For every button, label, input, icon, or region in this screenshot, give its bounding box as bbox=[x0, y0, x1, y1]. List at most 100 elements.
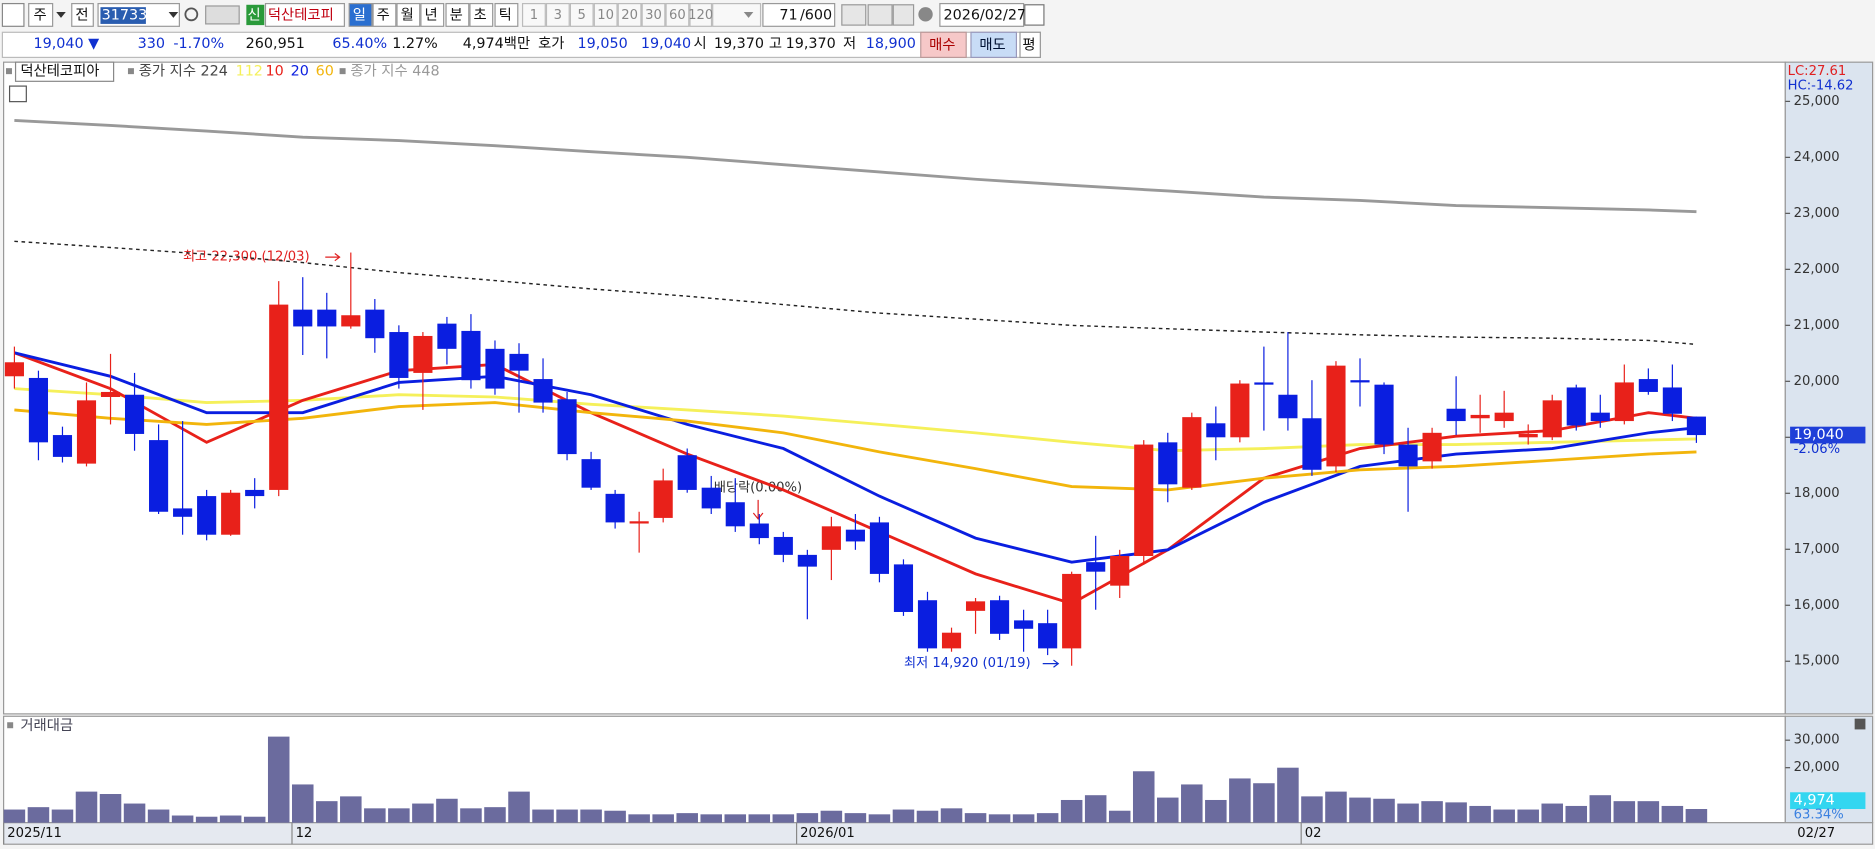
period-select[interactable] bbox=[28, 2, 54, 27]
minute-button[interactable] bbox=[545, 2, 570, 27]
volume-bar bbox=[1661, 805, 1684, 823]
sell-button[interactable] bbox=[970, 31, 1018, 58]
dropdown-arrow bbox=[56, 11, 66, 18]
minute-label: 120 bbox=[688, 8, 713, 23]
annotation-arrow bbox=[752, 499, 764, 520]
high-annotation: 최고 22,300 (12/03) bbox=[183, 249, 310, 265]
legend-entry: 20 bbox=[291, 64, 309, 80]
date-box[interactable] bbox=[939, 2, 1025, 27]
empty-select[interactable] bbox=[712, 2, 762, 27]
icon-button[interactable] bbox=[205, 5, 240, 25]
candle-body bbox=[1374, 384, 1394, 445]
all-button[interactable] bbox=[71, 2, 94, 27]
avg: 평 bbox=[1022, 36, 1035, 53]
icon-button[interactable] bbox=[841, 4, 867, 26]
volume-bar bbox=[1589, 795, 1612, 823]
minute-button[interactable] bbox=[641, 2, 666, 27]
volume-bar bbox=[1277, 767, 1299, 823]
change-pct: -1.70% bbox=[173, 36, 224, 52]
legend-entry: 종가 지수 224 bbox=[139, 63, 228, 80]
volume-bar bbox=[1181, 784, 1203, 823]
volume-bar bbox=[1565, 805, 1588, 823]
minute-button[interactable] bbox=[689, 2, 713, 27]
interval-button[interactable] bbox=[494, 2, 519, 27]
search-icon[interactable] bbox=[184, 7, 199, 22]
annotation-arrow bbox=[1042, 659, 1060, 668]
code: 317330 bbox=[102, 8, 157, 24]
interval-label: 틱 bbox=[499, 7, 512, 24]
candle-body bbox=[341, 315, 361, 327]
candle-body bbox=[1134, 444, 1154, 556]
volume-bar bbox=[724, 814, 747, 823]
volume-bar bbox=[700, 814, 722, 823]
candle-body bbox=[1110, 555, 1130, 586]
volume-bar bbox=[460, 808, 482, 823]
name-box[interactable] bbox=[264, 2, 345, 27]
candle-body bbox=[1638, 379, 1658, 392]
count-box[interactable] bbox=[762, 2, 836, 27]
legend-bullet bbox=[127, 68, 134, 75]
x-tick-label: 2025/11 bbox=[7, 826, 62, 841]
volume-bar bbox=[316, 801, 338, 823]
candle-body bbox=[1326, 365, 1346, 467]
count: 71 bbox=[779, 8, 797, 24]
minute-button[interactable] bbox=[569, 2, 594, 27]
last-date: 02/27 bbox=[1797, 826, 1835, 841]
new-button[interactable] bbox=[246, 4, 265, 26]
candle-body bbox=[437, 323, 457, 349]
minute-button[interactable] bbox=[593, 2, 618, 27]
y-tick-label: 23,000 bbox=[1794, 206, 1840, 221]
volume-bar bbox=[1108, 810, 1131, 823]
table-icon[interactable] bbox=[8, 85, 27, 103]
interval-button[interactable] bbox=[348, 2, 373, 27]
volume-bar bbox=[219, 815, 242, 823]
volume-bar bbox=[748, 814, 771, 823]
bid: 19,040 bbox=[641, 36, 691, 52]
buy-button[interactable] bbox=[920, 31, 967, 58]
candle-body bbox=[76, 400, 97, 464]
volume-bar bbox=[484, 807, 506, 823]
candle-body bbox=[1086, 562, 1106, 572]
candle-body bbox=[773, 536, 793, 555]
close-icon[interactable] bbox=[1854, 718, 1866, 730]
info-box bbox=[1, 31, 1041, 58]
icon-button[interactable] bbox=[867, 4, 893, 26]
candle-body bbox=[1614, 382, 1634, 422]
high: 19,370 bbox=[786, 36, 836, 52]
interval-label: 초 bbox=[474, 8, 487, 24]
volume-bar bbox=[436, 798, 458, 823]
minute-button[interactable] bbox=[617, 2, 642, 27]
candle-body bbox=[1038, 623, 1058, 649]
interval-button[interactable] bbox=[420, 2, 445, 27]
interval-button[interactable] bbox=[445, 2, 470, 27]
interval-button[interactable] bbox=[372, 2, 397, 27]
legend-entry: 112 bbox=[236, 64, 263, 80]
volume-bar bbox=[1541, 803, 1563, 823]
candle-body bbox=[1470, 414, 1490, 419]
calendar-button[interactable] bbox=[1024, 4, 1045, 26]
candle-body bbox=[1014, 620, 1034, 629]
candle-body bbox=[1566, 387, 1586, 426]
volume-bar bbox=[99, 794, 122, 823]
buy: 매수 bbox=[929, 36, 955, 53]
quote-label: 호가 bbox=[538, 35, 564, 52]
icon-button[interactable] bbox=[1, 2, 25, 27]
save-button[interactable] bbox=[892, 4, 915, 26]
interval-button[interactable] bbox=[469, 2, 494, 27]
volume-bar bbox=[388, 808, 410, 823]
interval-buttons: 일 주 월 년 분 초 틱 1 3 5 10 20 30 60 120 bbox=[348, 2, 713, 27]
minute-button[interactable] bbox=[665, 2, 690, 27]
low-label: 저 bbox=[843, 35, 856, 52]
candle-body bbox=[1422, 432, 1442, 462]
interval-label: 일 bbox=[353, 7, 366, 24]
minute-button[interactable] bbox=[521, 2, 546, 27]
price-tag-label: 19,040 bbox=[1794, 427, 1844, 443]
settings-button[interactable] bbox=[918, 7, 933, 22]
candle-body bbox=[845, 529, 865, 542]
avg-button[interactable] bbox=[1019, 31, 1041, 58]
open-label: 시 bbox=[694, 36, 707, 52]
y-tick-label: 15,000 bbox=[1794, 654, 1840, 669]
interval-button[interactable] bbox=[396, 2, 421, 27]
candle-body bbox=[1278, 394, 1298, 419]
candle-body bbox=[413, 335, 433, 373]
